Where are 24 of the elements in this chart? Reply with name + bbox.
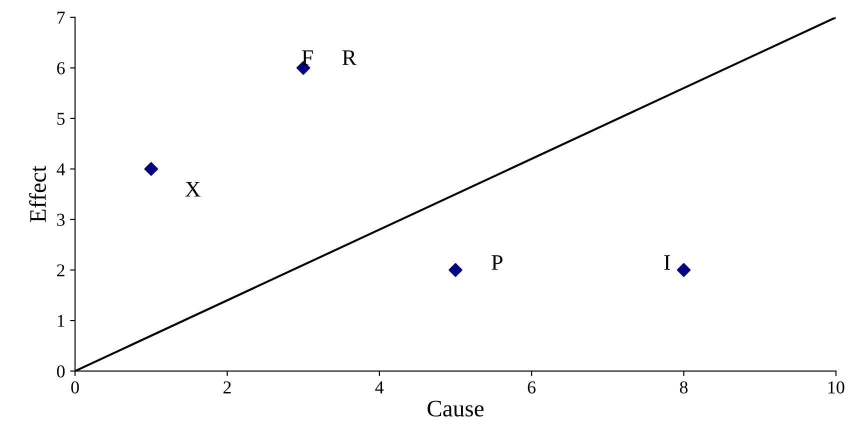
y-tick-label: 4 — [56, 163, 66, 176]
y-tick-label: 6 — [57, 62, 65, 74]
point — [448, 263, 462, 277]
annotation: I — [664, 255, 670, 270]
y-tick-label: 2 — [57, 264, 64, 276]
annotation: X — [185, 182, 200, 197]
y-tick-label: 1 — [58, 314, 64, 327]
x-tick-label: 4 — [375, 381, 384, 394]
x-axis-title: Cause — [428, 400, 484, 417]
y-axis-title: Effect — [29, 166, 46, 222]
annotation: R — [342, 50, 357, 65]
x-tick-label: 2 — [224, 381, 231, 394]
y-tick-label: 7 — [58, 12, 65, 24]
y-tick-label: 0 — [57, 365, 65, 378]
point — [676, 263, 691, 277]
x-tick-label: 6 — [528, 381, 536, 394]
annotation: P — [492, 255, 502, 270]
x-tick-label: 8 — [680, 381, 688, 394]
x-tick-label: 0 — [71, 381, 79, 394]
point — [144, 162, 158, 176]
y-tick-label: 5 — [57, 112, 65, 125]
y-tick-label: 3 — [57, 214, 65, 226]
annotation: F — [302, 50, 313, 65]
x-tick-label: 10 — [828, 381, 844, 394]
